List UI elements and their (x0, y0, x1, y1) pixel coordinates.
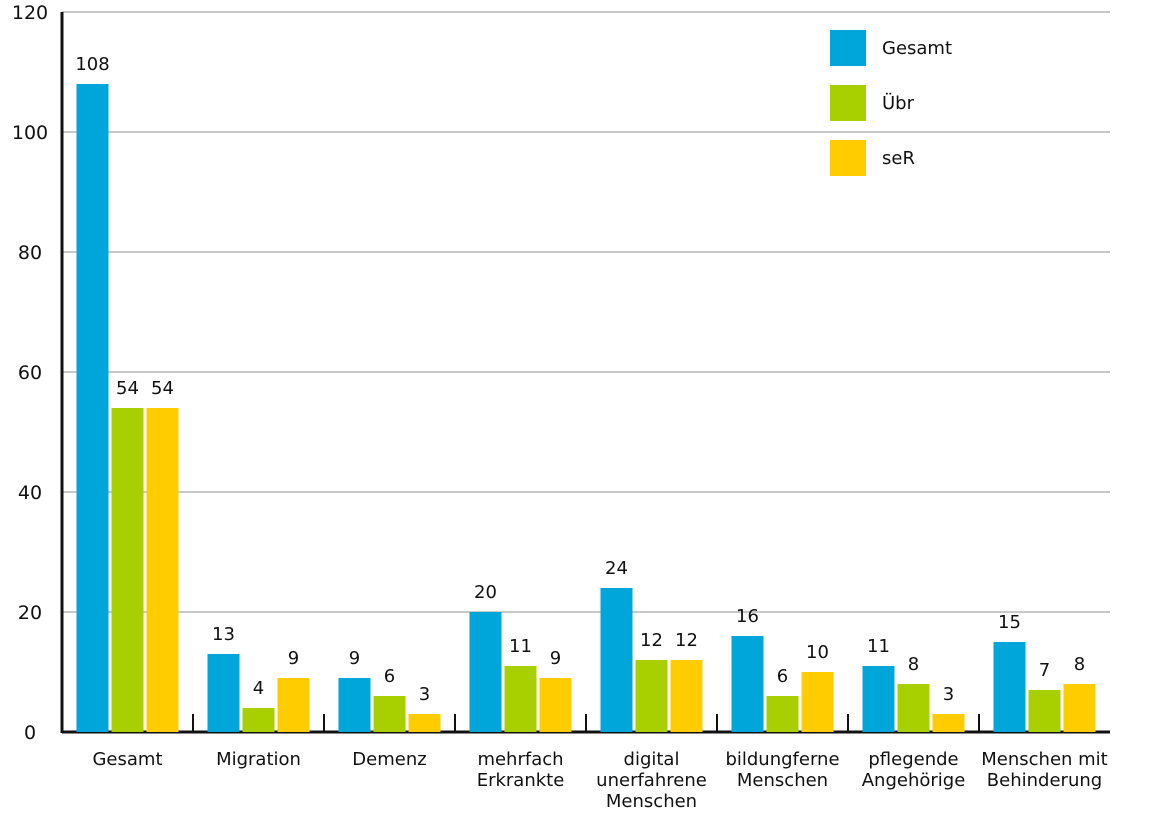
category-label: Demenz (352, 749, 426, 770)
bar (801, 672, 834, 732)
data-label: 9 (349, 648, 360, 669)
data-label: 15 (998, 612, 1021, 633)
y-tick-labels: 0 20 40 60 80 100 120 (12, 2, 48, 744)
category-label: bildungferne Menschen (725, 749, 839, 791)
data-label: 16 (736, 606, 759, 627)
legend-label: seR (882, 148, 915, 169)
y-tick-label: 0 (24, 722, 36, 744)
bar (635, 660, 668, 732)
bars (76, 84, 1096, 732)
data-label: 8 (1074, 654, 1085, 675)
category-label-line: Angehörige (862, 770, 966, 791)
data-label: 12 (675, 630, 698, 651)
category-label: mehrfach Erkrankte (477, 749, 565, 791)
legend-label: Übr (882, 92, 915, 114)
data-label: 4 (253, 678, 264, 699)
y-tick-label: 20 (18, 602, 42, 624)
category-label-line: unerfahrene (596, 770, 707, 791)
data-labels: 108 54 54 13 4 9 9 6 3 20 11 9 24 12 12 16 6 10 11 8 3 15 7 8 (75, 54, 1085, 705)
data-label: 54 (116, 378, 139, 399)
bar (277, 678, 310, 732)
data-label: 11 (867, 636, 890, 657)
category-label-line: pflegende (868, 749, 958, 770)
data-label: 13 (212, 624, 235, 645)
legend-swatch (830, 30, 866, 66)
category-label-line: Behinderung (987, 770, 1102, 791)
bar (862, 666, 895, 732)
data-label: 20 (474, 582, 497, 603)
bar (600, 588, 633, 732)
bar (932, 714, 965, 732)
data-label: 3 (419, 684, 430, 705)
category-label-line: mehrfach (477, 749, 563, 770)
legend-label: Gesamt (882, 38, 952, 59)
bar (539, 678, 572, 732)
bar (76, 84, 109, 732)
data-label: 6 (384, 666, 395, 687)
y-tick-label: 60 (18, 362, 42, 384)
category-labels: Gesamt Migration Demenz mehrfach Erkrankte di… (92, 749, 1107, 812)
category-label-line: digital (624, 749, 680, 770)
category-label-line: Migration (216, 749, 301, 770)
bar (469, 612, 502, 732)
y-tick-label: 40 (18, 482, 42, 504)
y-tick-label: 120 (12, 2, 48, 24)
category-label-line: Menschen (737, 770, 828, 791)
category-label: Migration (216, 749, 301, 770)
legend-swatch (830, 140, 866, 176)
category-label: Gesamt (92, 749, 162, 770)
bar (338, 678, 371, 732)
data-label: 11 (509, 636, 532, 657)
category-label-line: Menschen (606, 791, 697, 812)
category-label-line: Demenz (352, 749, 426, 770)
legend: Gesamt Übr seR (830, 30, 952, 176)
bar (897, 684, 930, 732)
legend-swatch (830, 85, 866, 121)
bar (993, 642, 1026, 732)
category-label-line: Gesamt (92, 749, 162, 770)
y-tick-label: 80 (18, 242, 42, 264)
grid-lines (62, 11, 1110, 613)
bar (207, 654, 240, 732)
category-label: digital unerfahrene Menschen (596, 749, 707, 812)
category-label: Menschen mit Behinderung (981, 749, 1108, 791)
bar (504, 666, 537, 732)
data-label: 10 (806, 642, 829, 663)
data-label: 6 (777, 666, 788, 687)
bar (111, 408, 144, 732)
data-label: 7 (1039, 660, 1050, 681)
category-label-line: Menschen mit (981, 749, 1108, 770)
category-label-line: Erkrankte (477, 770, 565, 791)
data-label: 54 (151, 378, 174, 399)
bar (731, 636, 764, 732)
category-label: pflegende Angehörige (862, 749, 966, 791)
data-label: 9 (288, 648, 299, 669)
bar (1063, 684, 1096, 732)
bar (146, 408, 179, 732)
category-label-line: bildungferne (725, 749, 839, 770)
data-label: 24 (605, 558, 628, 579)
data-label: 9 (550, 648, 561, 669)
data-label: 8 (908, 654, 919, 675)
bar (373, 696, 406, 732)
bar (408, 714, 441, 732)
data-label: 3 (943, 684, 954, 705)
data-label: 108 (75, 54, 109, 75)
y-tick-label: 100 (12, 122, 48, 144)
bar (766, 696, 799, 732)
bar (1028, 690, 1061, 732)
bar (242, 708, 275, 732)
data-label: 12 (640, 630, 663, 651)
bar (670, 660, 703, 732)
